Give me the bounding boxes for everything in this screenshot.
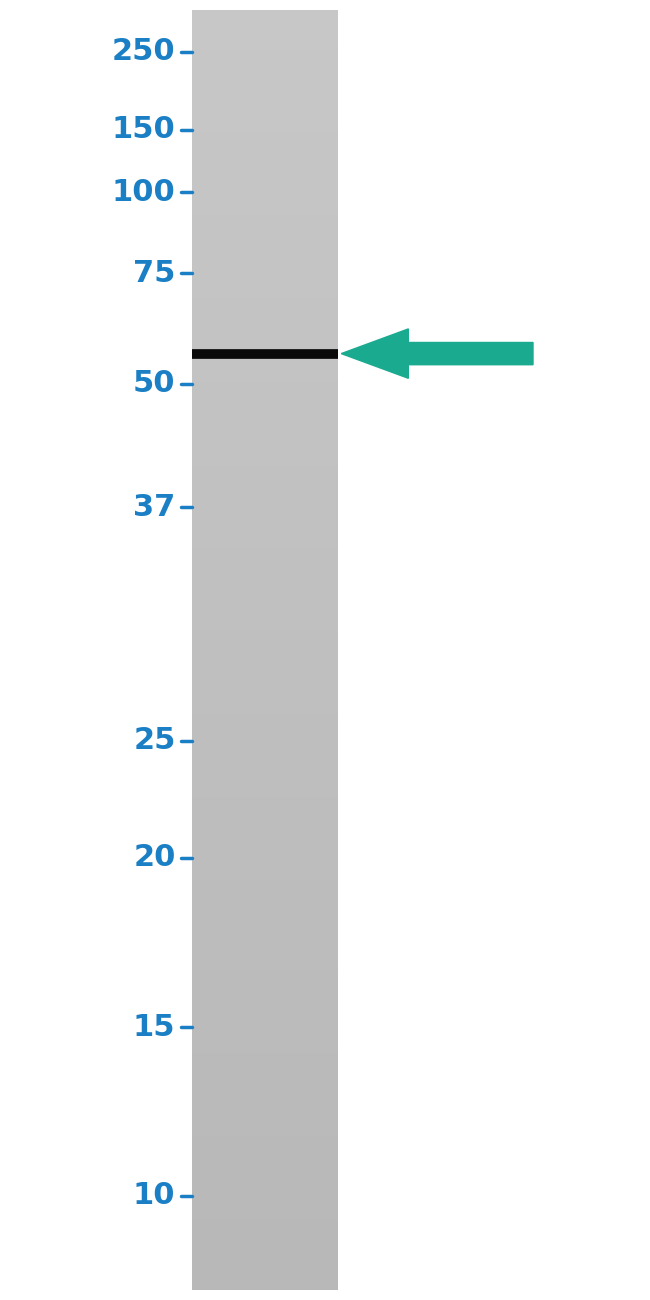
FancyArrow shape xyxy=(341,329,533,378)
Text: 25: 25 xyxy=(133,727,176,755)
Text: 37: 37 xyxy=(133,493,176,521)
Text: 10: 10 xyxy=(133,1182,176,1210)
Text: 75: 75 xyxy=(133,259,176,287)
Text: 20: 20 xyxy=(133,844,176,872)
Text: 150: 150 xyxy=(112,116,176,144)
Text: 100: 100 xyxy=(112,178,176,207)
Text: 50: 50 xyxy=(133,369,176,398)
Text: 15: 15 xyxy=(133,1013,176,1041)
Text: 250: 250 xyxy=(112,38,176,66)
